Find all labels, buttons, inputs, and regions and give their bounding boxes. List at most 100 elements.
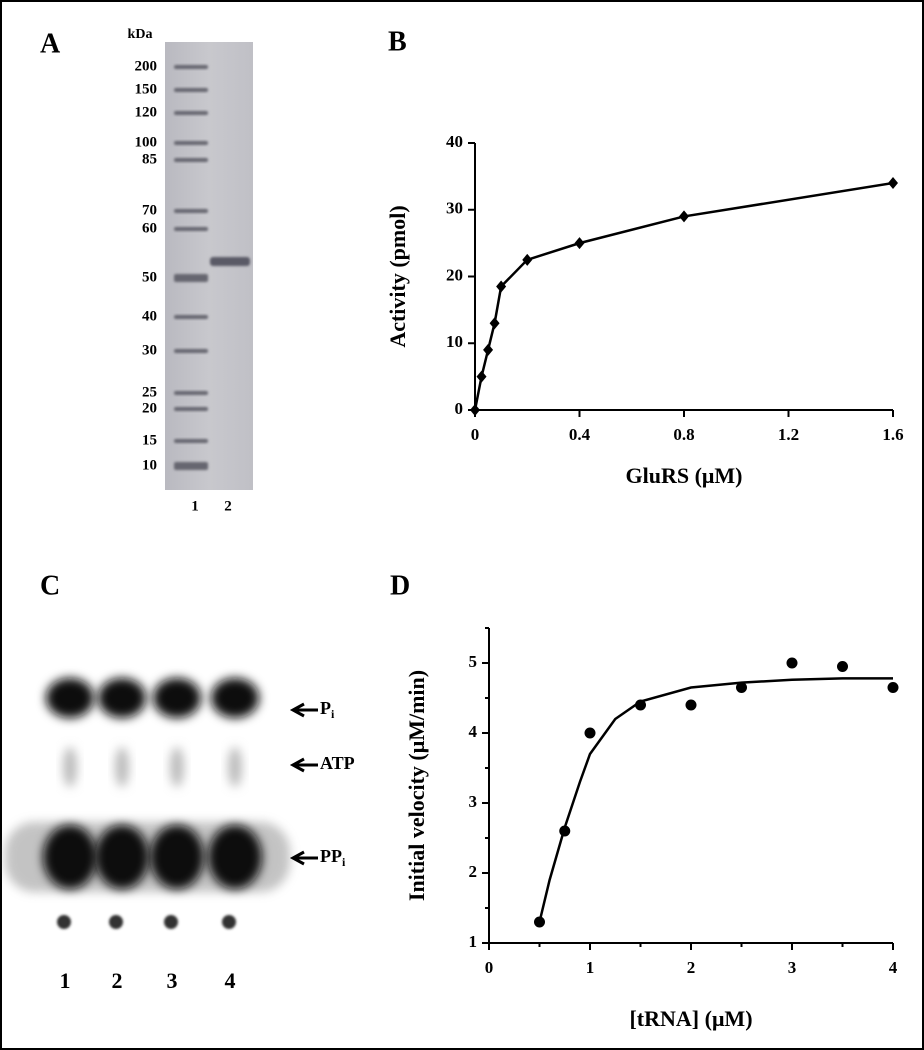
ladder-band bbox=[174, 227, 208, 231]
marker-label: 40 bbox=[142, 308, 157, 324]
marker bbox=[496, 280, 507, 293]
y-tick-label: 30 bbox=[446, 199, 463, 218]
pi-spot bbox=[98, 678, 146, 718]
pi-spot bbox=[153, 678, 201, 718]
atp-spot bbox=[170, 747, 184, 787]
x-tick-label: 0.4 bbox=[569, 425, 591, 444]
point bbox=[837, 661, 848, 672]
point bbox=[584, 727, 596, 739]
marker bbox=[574, 237, 585, 250]
lane-label: 2 bbox=[112, 968, 123, 993]
lane-label: 1 bbox=[191, 498, 199, 514]
panel-label: C bbox=[40, 570, 60, 601]
origin-spot bbox=[164, 915, 178, 929]
ladder-band bbox=[174, 407, 208, 411]
marker-label: 85 bbox=[142, 151, 157, 167]
panel-label: A bbox=[40, 28, 61, 59]
ladder-band bbox=[174, 462, 208, 470]
y-tick-label: 1 bbox=[469, 932, 478, 951]
spot-name: PP bbox=[320, 846, 342, 866]
ladder-band bbox=[174, 65, 208, 69]
ladder-band bbox=[174, 209, 208, 213]
x-tick-label: 1.2 bbox=[778, 425, 799, 444]
marker bbox=[470, 404, 480, 416]
y-tick-label: 4 bbox=[469, 722, 478, 741]
spot-sub: i bbox=[331, 707, 335, 721]
point bbox=[786, 657, 798, 669]
marker-label: 10 bbox=[142, 457, 157, 473]
spot-label: ATP bbox=[320, 753, 355, 773]
ladder-band bbox=[174, 315, 208, 319]
unit-label: kDa bbox=[128, 27, 153, 42]
marker-label: 60 bbox=[142, 220, 157, 236]
spot-sub: i bbox=[342, 855, 346, 869]
x-tick-label: 2 bbox=[687, 958, 696, 977]
marker bbox=[489, 317, 500, 330]
arrow bbox=[289, 757, 318, 773]
marker-label: 20 bbox=[142, 400, 157, 416]
ladder-band bbox=[174, 391, 208, 395]
lane-label: 2 bbox=[224, 498, 232, 514]
y-tick-label: 40 bbox=[446, 132, 463, 151]
ppi-spot bbox=[95, 825, 149, 889]
x-tick-label: 1 bbox=[586, 958, 595, 977]
spot-name: ATP bbox=[320, 753, 355, 773]
ppi-spot bbox=[208, 825, 262, 889]
marker-label: 70 bbox=[142, 202, 157, 218]
marker-label: 15 bbox=[142, 432, 157, 448]
y-tick-label: 3 bbox=[469, 792, 478, 811]
y-tick-label: 0 bbox=[455, 399, 464, 418]
point bbox=[887, 682, 899, 693]
arrow bbox=[289, 702, 318, 718]
ppi-spot bbox=[43, 825, 97, 889]
x-tick-label: 4 bbox=[889, 958, 898, 977]
lane-label: 4 bbox=[225, 968, 236, 993]
x-tick-label: 0 bbox=[485, 958, 494, 977]
point bbox=[736, 682, 747, 693]
panel-label: B bbox=[388, 26, 407, 57]
ladder-band bbox=[174, 349, 208, 353]
lane-label: 1 bbox=[60, 968, 71, 993]
y-axis-label: Initial velocity (μM/min) bbox=[404, 670, 429, 901]
x-tick-label: 0.8 bbox=[673, 425, 694, 444]
marker-label: 120 bbox=[135, 104, 158, 120]
y-axis-label: Activity (pmol) bbox=[385, 205, 410, 347]
arrow bbox=[289, 850, 318, 866]
x-tick-label: 0 bbox=[471, 425, 480, 444]
point bbox=[685, 699, 697, 711]
ladder-band bbox=[174, 158, 208, 162]
atp-spot bbox=[63, 747, 77, 787]
ladder-band bbox=[174, 141, 208, 145]
origin-spot bbox=[109, 915, 123, 929]
marker bbox=[483, 343, 494, 356]
marker-label: 150 bbox=[135, 81, 158, 97]
x-axis-label: GluRS (μM) bbox=[626, 463, 743, 488]
y-tick-label: 10 bbox=[446, 332, 463, 351]
x-tick-label: 3 bbox=[788, 958, 797, 977]
pi-spot bbox=[46, 678, 94, 718]
marker-label: 100 bbox=[135, 134, 158, 150]
panel-label: D bbox=[390, 570, 410, 601]
spot-name: P bbox=[320, 698, 331, 718]
lane-label: 3 bbox=[167, 968, 178, 993]
marker bbox=[476, 370, 487, 383]
ladder-band bbox=[174, 111, 208, 115]
y-tick-label: 2 bbox=[469, 862, 478, 881]
spot-label: Pi bbox=[320, 698, 335, 721]
y-tick-label: 5 bbox=[469, 652, 478, 671]
ladder-band bbox=[174, 439, 208, 443]
atp-spot bbox=[228, 747, 242, 787]
tlc bbox=[5, 678, 290, 929]
x-tick-label: 1.6 bbox=[882, 425, 903, 444]
origin-spot bbox=[222, 915, 236, 929]
x-axis-label: [tRNA] (μM) bbox=[629, 1006, 752, 1031]
marker bbox=[888, 177, 898, 190]
marker bbox=[522, 253, 533, 266]
line bbox=[538, 677, 893, 923]
ppi-spot bbox=[150, 825, 204, 889]
ladder-band bbox=[174, 88, 208, 92]
marker-label: 30 bbox=[142, 342, 157, 358]
protein-band bbox=[210, 257, 250, 266]
